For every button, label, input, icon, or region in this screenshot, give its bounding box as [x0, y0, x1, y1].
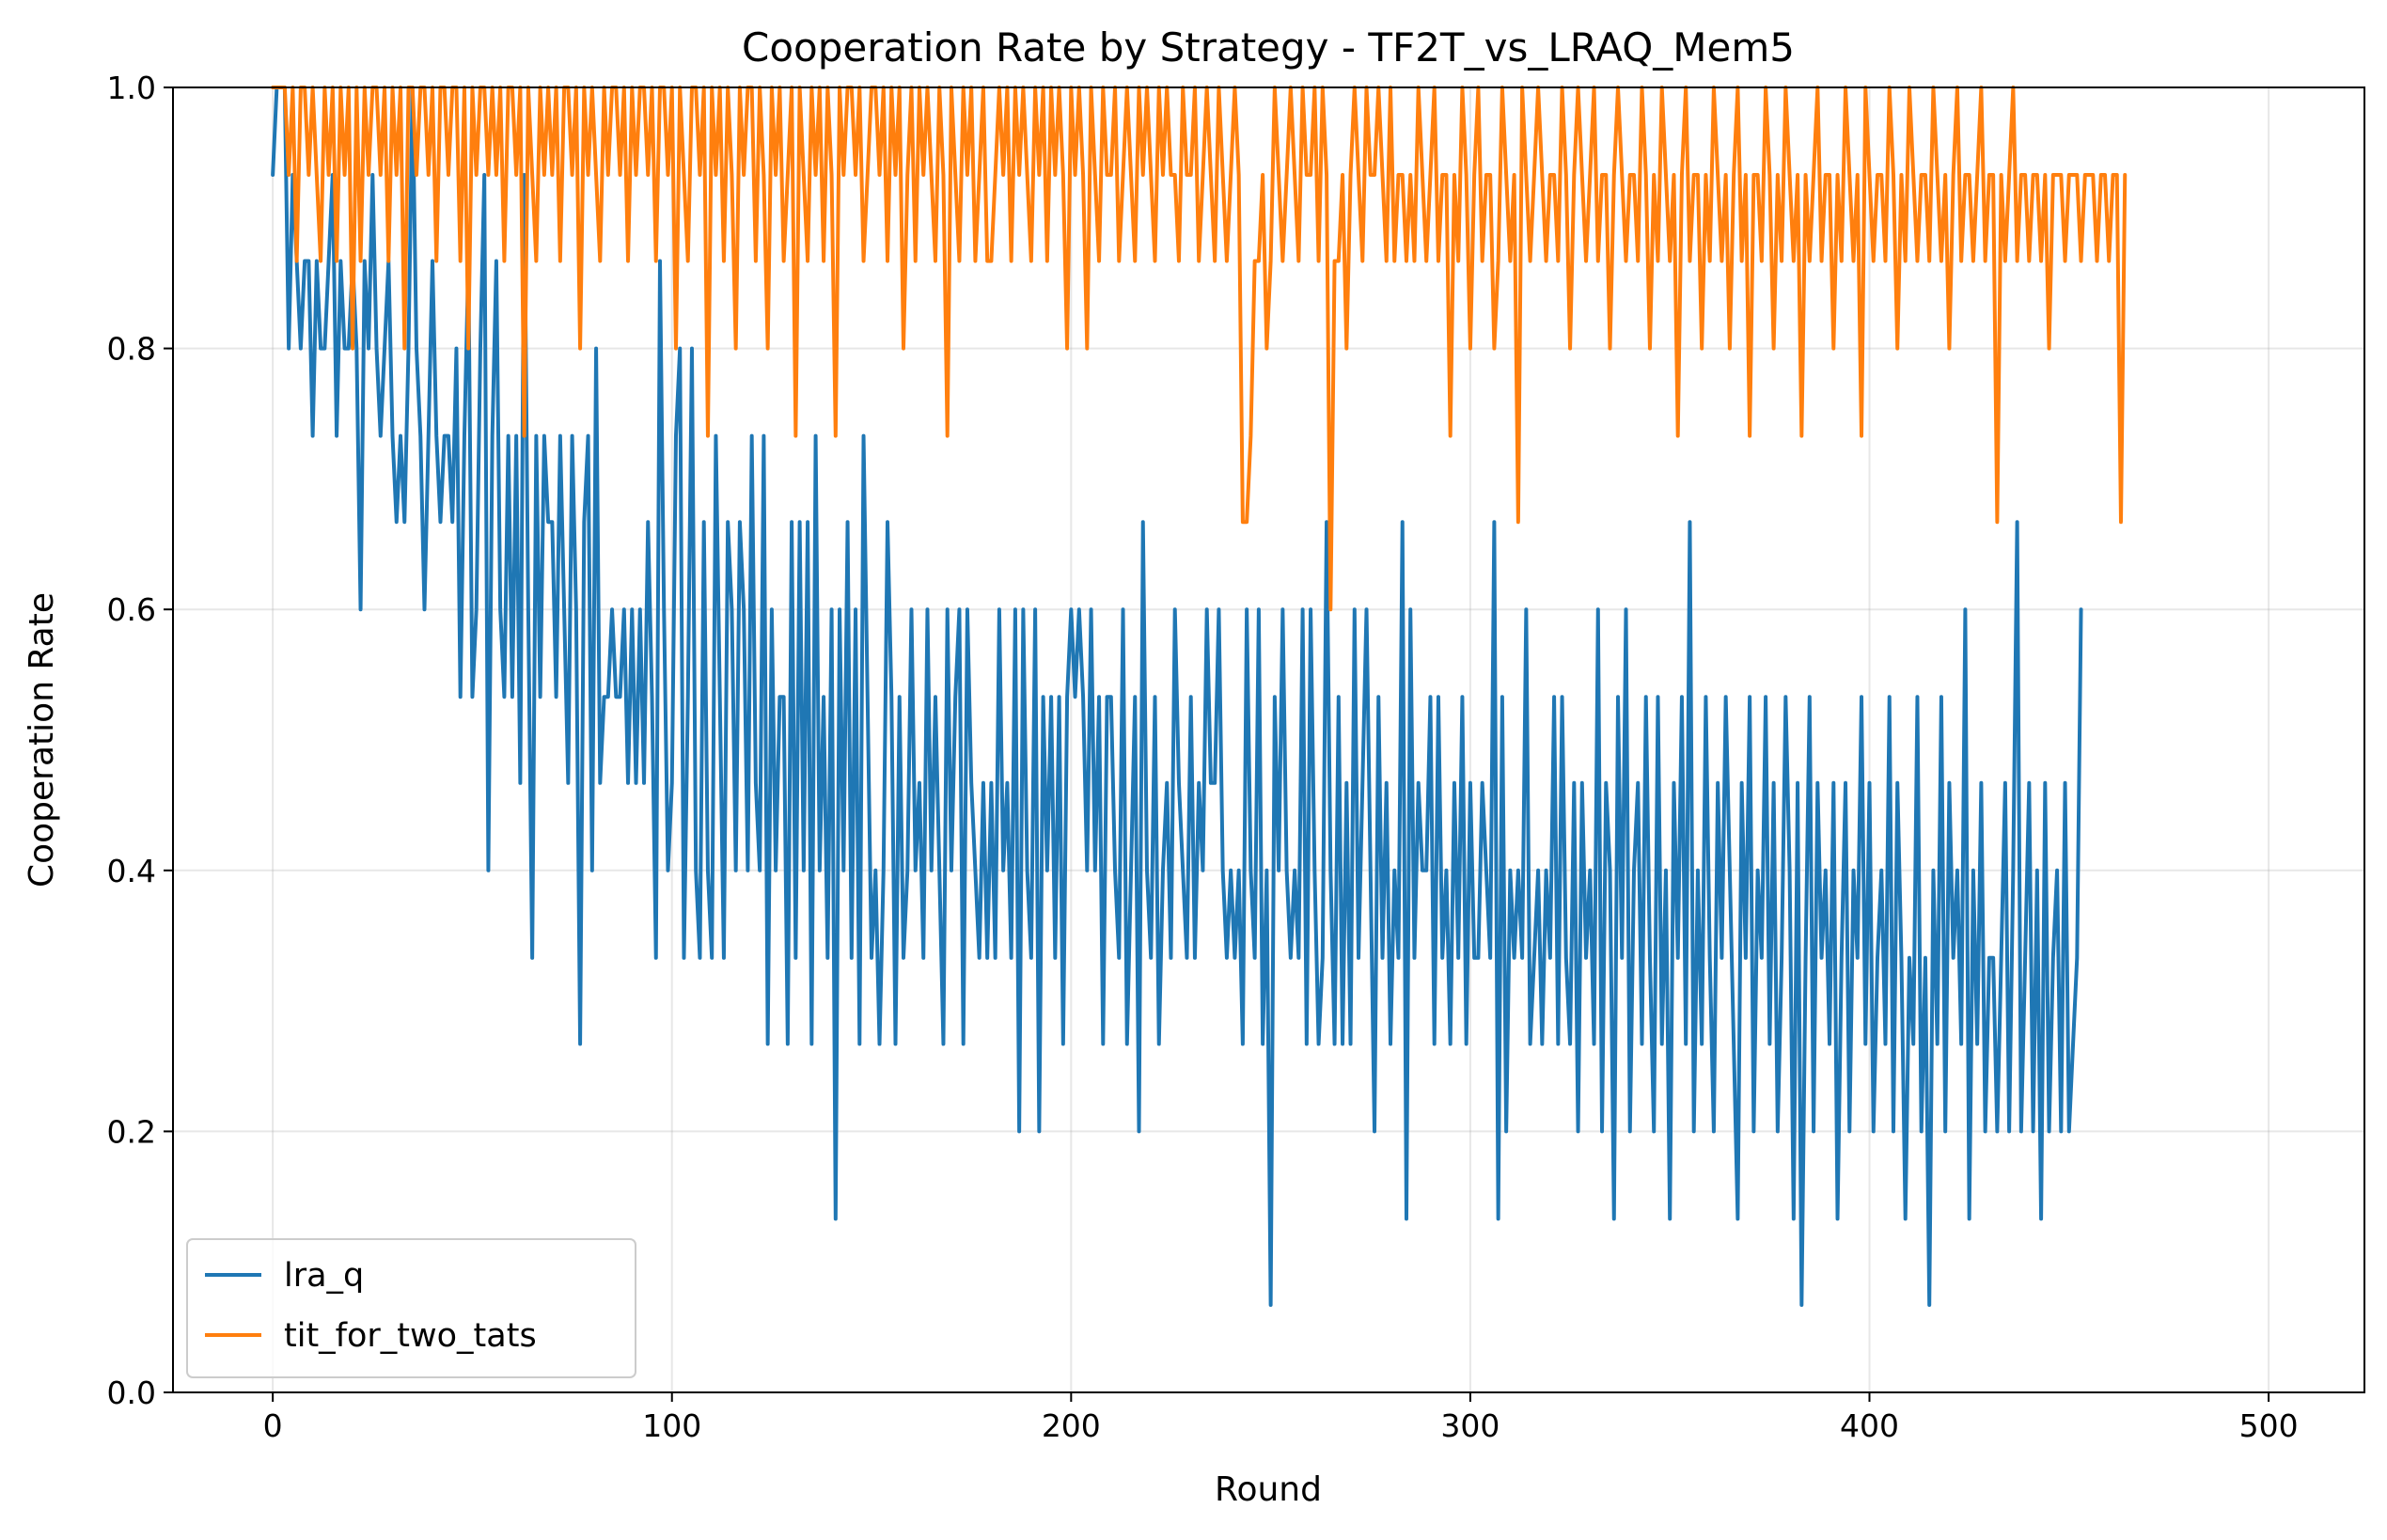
- y-tick-label: 1.0: [107, 70, 156, 106]
- x-axis-title: Round: [1215, 1470, 1322, 1509]
- legend-label-tit-for-two-tats: tit_for_two_tats: [284, 1317, 537, 1355]
- x-tick-label: 200: [1042, 1407, 1101, 1444]
- x-tick-label: 100: [642, 1407, 701, 1444]
- y-tick-label: 0.2: [107, 1113, 156, 1150]
- y-tick-label: 0.6: [107, 591, 156, 628]
- legend-label-lra-q: lra_q: [284, 1257, 364, 1295]
- legend: lra_q tit_for_two_tats: [186, 1238, 636, 1378]
- x-tick-label: 0: [263, 1407, 283, 1444]
- series-lines: [271, 86, 2128, 1307]
- y-tick-label: 0.0: [107, 1375, 156, 1411]
- axis-ticks: 0 100 200 300 400 500 0.0 0.2 0.4 0.6 0.8 1.0: [107, 70, 2299, 1444]
- series-line-tit-for-two-tats: [271, 86, 2128, 612]
- chart-title: Cooperation Rate by Strategy - TF2T_vs_L…: [742, 24, 1795, 71]
- y-tick-label: 0.4: [107, 853, 156, 889]
- x-tick-label: 500: [2239, 1407, 2299, 1444]
- x-tick-label: 400: [1840, 1407, 1899, 1444]
- series-line-lra-q: [271, 86, 2083, 1307]
- y-tick-label: 0.8: [107, 331, 156, 368]
- legend-frame: [186, 1238, 636, 1378]
- plot-frame: [172, 86, 2365, 1393]
- x-tick-label: 300: [1440, 1407, 1500, 1444]
- y-axis-title: Cooperation Rate: [23, 592, 61, 888]
